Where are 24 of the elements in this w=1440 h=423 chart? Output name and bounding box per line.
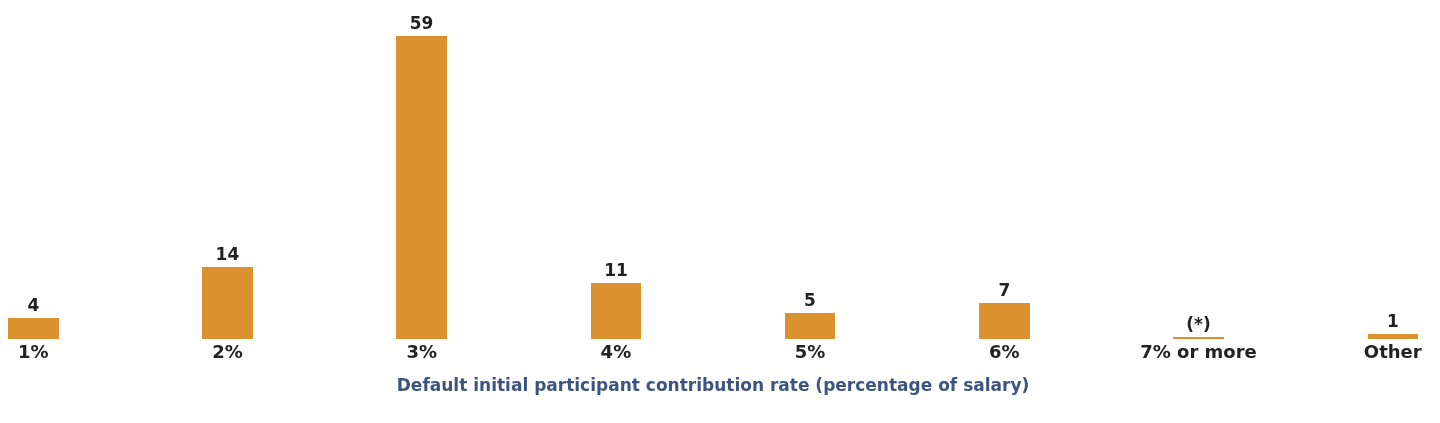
bar <box>8 318 59 339</box>
bar <box>1368 334 1418 339</box>
data-label: (*) <box>1186 314 1211 334</box>
x-axis-title: Default initial participant contribution rate (percentage of salary) <box>396 375 1030 396</box>
x-tick-label: 3% <box>406 341 437 362</box>
data-label: 59 <box>409 13 434 33</box>
x-tick-label: 2% <box>212 341 243 362</box>
bar <box>979 303 1030 339</box>
x-tick-label: 4% <box>600 341 632 362</box>
data-label: 4 <box>27 295 40 315</box>
x-tick-label: 7% or more <box>1140 341 1257 362</box>
data-label: 7 <box>998 280 1011 300</box>
bar <box>591 283 641 339</box>
x-tick-label: 6% <box>989 341 1020 362</box>
data-label: 5 <box>804 290 816 310</box>
x-tick-label: 5% <box>794 341 826 362</box>
x-tick-label: Other <box>1363 341 1422 362</box>
bar <box>396 36 447 339</box>
data-label: 1 <box>1387 311 1399 331</box>
data-label: 11 <box>604 260 628 280</box>
bar <box>785 313 835 339</box>
data-label: 14 <box>215 244 240 264</box>
bar <box>202 267 253 339</box>
x-tick-label: 1% <box>17 341 49 362</box>
